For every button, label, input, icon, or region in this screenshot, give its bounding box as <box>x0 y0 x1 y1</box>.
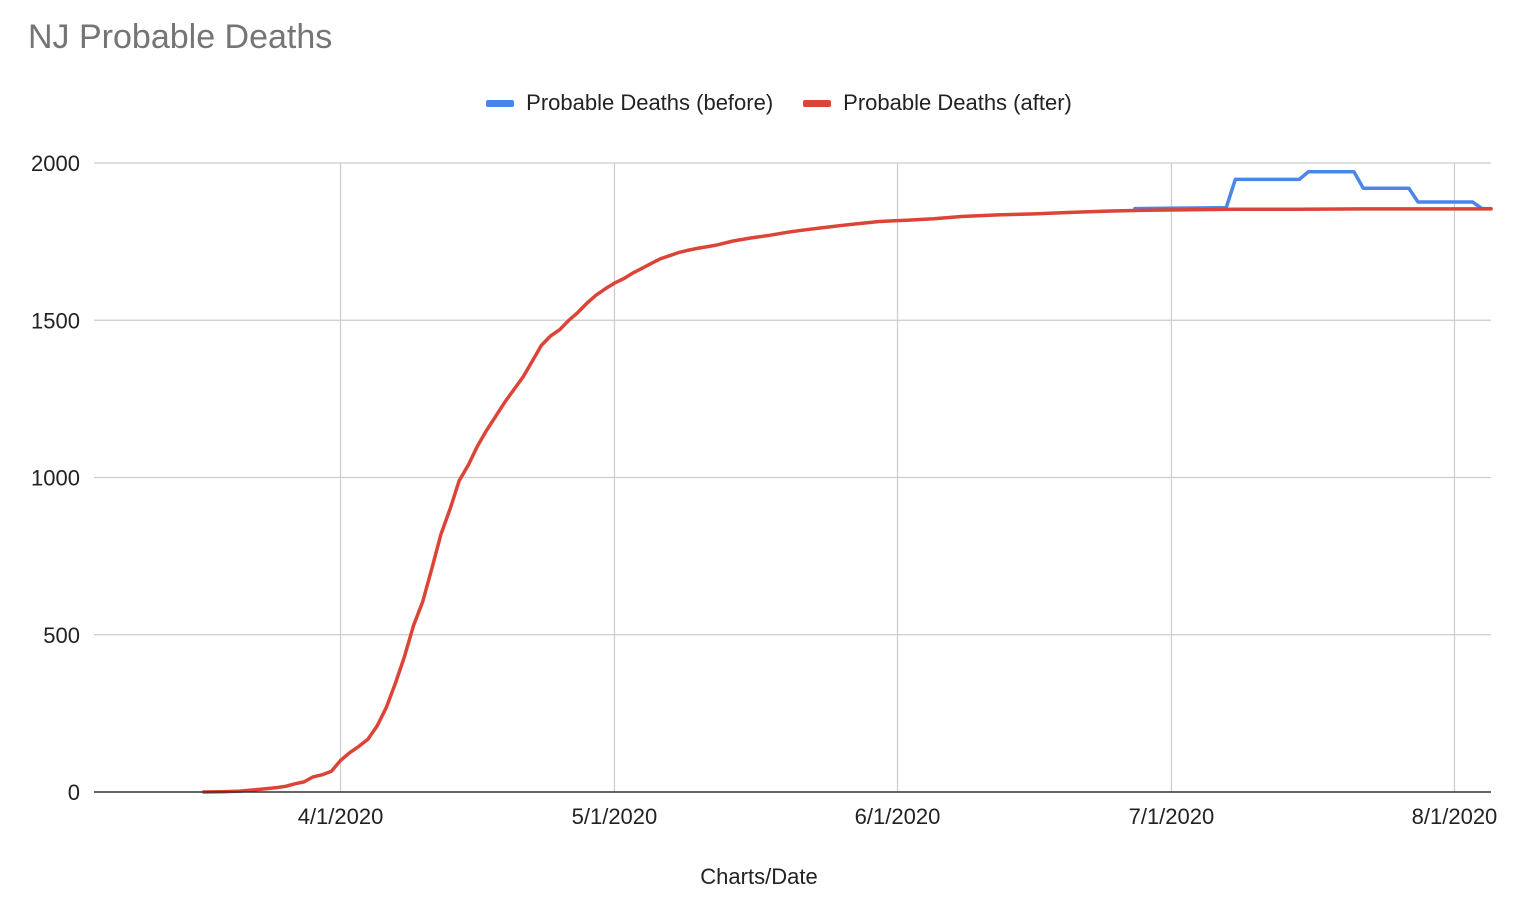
x-axis-label: Charts/Date <box>700 864 818 889</box>
x-tick-label: 6/1/2020 <box>855 804 941 829</box>
legend-label-before: Probable Deaths (before) <box>526 90 774 115</box>
legend-swatch-after <box>803 99 832 107</box>
y-tick-label: 1000 <box>31 466 80 491</box>
series-line-before <box>1133 170 1493 211</box>
x-tick-label: 8/1/2020 <box>1412 804 1498 829</box>
series-lines <box>201 170 1493 794</box>
chart-title: NJ Probable Deaths <box>28 18 333 56</box>
x-tick-label: 4/1/2020 <box>298 804 384 829</box>
y-tick-label: 2000 <box>31 151 80 176</box>
y-axis-tick-labels: 0 500 1000 1500 2000 <box>31 151 80 805</box>
legend-label-after: Probable Deaths (after) <box>843 90 1072 115</box>
legend-item-after[interactable]: Probable Deaths (after) <box>803 90 1072 116</box>
y-tick-label: 1500 <box>31 308 80 333</box>
x-axis-tick-labels: 4/1/2020 5/1/2020 6/1/2020 7/1/2020 8/1/2020 <box>298 804 1498 829</box>
legend: Probable Deaths (before) Probable Deaths… <box>0 90 1518 116</box>
series-line-after <box>201 207 1493 794</box>
y-tick-label: 0 <box>68 780 80 805</box>
x-tick-label: 7/1/2020 <box>1129 804 1215 829</box>
x-tick-label: 5/1/2020 <box>572 804 658 829</box>
legend-item-before[interactable]: Probable Deaths (before) <box>486 90 773 116</box>
y-tick-label: 500 <box>43 623 80 648</box>
gridlines <box>94 162 1491 792</box>
legend-swatch-before <box>486 99 515 107</box>
